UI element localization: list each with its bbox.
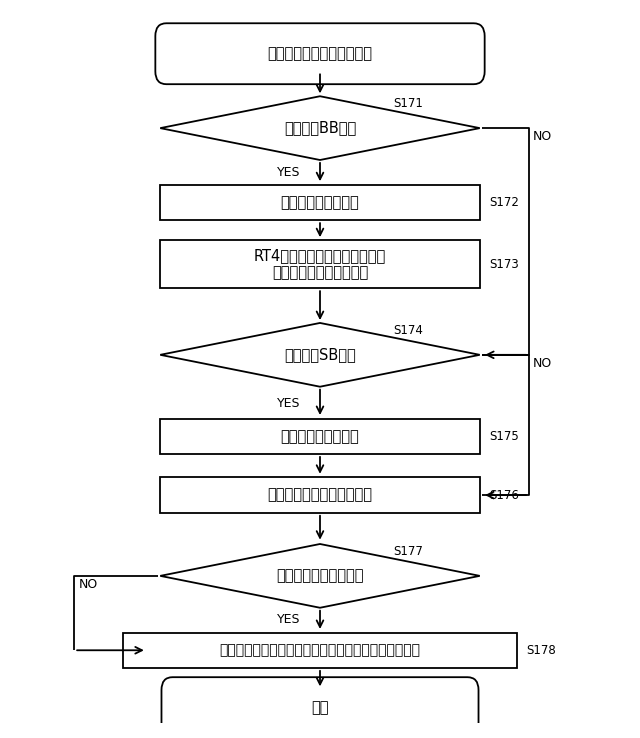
FancyBboxPatch shape: [161, 677, 479, 738]
Text: NO: NO: [533, 130, 552, 143]
Bar: [160, 240, 480, 289]
Bar: [124, 632, 516, 668]
Text: YES: YES: [277, 613, 300, 627]
Text: 戻る: 戻る: [311, 700, 329, 715]
Polygon shape: [160, 323, 480, 387]
Text: ボーナス作動チェック処理: ボーナス作動チェック処理: [268, 46, 372, 61]
Text: NO: NO: [79, 578, 99, 591]
Polygon shape: [160, 544, 480, 608]
Bar: [160, 418, 480, 454]
Bar: [160, 477, 480, 513]
Text: ボーナス作動時処理: ボーナス作動時処理: [280, 429, 360, 444]
Text: S172: S172: [489, 196, 519, 209]
Text: 表示役はSBか？: 表示役はSBか？: [284, 348, 356, 362]
Polygon shape: [160, 96, 480, 160]
Bar: [160, 184, 480, 220]
Text: S175: S175: [489, 430, 518, 443]
Text: YES: YES: [277, 396, 300, 410]
Text: 表示役はBBか？: 表示役はBBか？: [284, 120, 356, 136]
Text: S173: S173: [489, 258, 518, 271]
Text: 投入枚数カウンタの値を自動投入枚数カウンタに複写: 投入枚数カウンタの値を自動投入枚数カウンタに複写: [220, 644, 420, 658]
Text: ボーナス作動時処理: ボーナス作動時処理: [280, 195, 360, 210]
Text: S174: S174: [394, 323, 424, 337]
Text: ボーナス開始コマンド送信: ボーナス開始コマンド送信: [268, 488, 372, 503]
Text: 表示役はリプレイか？: 表示役はリプレイか？: [276, 568, 364, 583]
Text: NO: NO: [533, 357, 552, 370]
Text: S178: S178: [526, 644, 556, 657]
Text: RT4遲技状態フラグをオフし、
持越役格納領域をクリア: RT4遲技状態フラグをオフし、 持越役格納領域をクリア: [254, 248, 386, 280]
FancyBboxPatch shape: [156, 24, 484, 84]
Text: S176: S176: [489, 489, 519, 502]
Text: YES: YES: [277, 165, 300, 179]
Text: S177: S177: [394, 545, 424, 558]
Text: S171: S171: [394, 97, 424, 110]
